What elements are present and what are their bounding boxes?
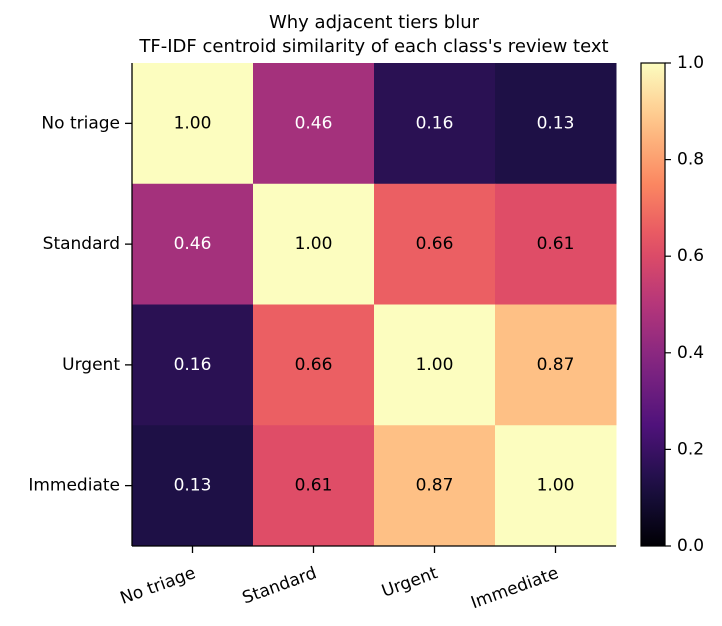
cell-value-label: 0.46 — [174, 234, 212, 254]
cell-value-label: 0.66 — [416, 234, 454, 254]
heatmap-cell — [132, 63, 254, 185]
colorbar: 0.0 0.2 0.4 0.6 0.8 1.0 — [640, 53, 704, 556]
heatmap-cell — [132, 304, 254, 426]
heatmap-cell — [374, 63, 496, 185]
cell-value-label: 0.61 — [537, 234, 575, 254]
x-tick-label: Urgent — [379, 563, 440, 602]
heatmap-cell — [253, 425, 375, 547]
colorbar-tick-label: 0.2 — [677, 439, 704, 459]
cell-value-label: 1.00 — [537, 476, 575, 496]
x-tick-label: Immediate — [468, 563, 561, 613]
y-tick-label: Standard — [43, 234, 120, 254]
cell-value-label: 0.13 — [537, 113, 575, 133]
chart-subtitle: TF-IDF centroid similarity of each class… — [138, 36, 608, 57]
heatmap-cell — [495, 304, 617, 426]
cell-value-label: 0.87 — [416, 476, 454, 496]
colorbar-tick-label: 1.0 — [677, 53, 704, 73]
y-tick-label: Immediate — [28, 476, 120, 496]
cell-value-label: 0.46 — [295, 113, 333, 133]
heatmap-cell — [132, 183, 254, 305]
y-tick-label: Urgent — [62, 355, 120, 375]
cell-value-label: 0.16 — [174, 355, 212, 375]
heatmap-cell — [495, 63, 617, 185]
cell-value-label: 0.87 — [537, 355, 575, 375]
heatmap-cell — [132, 425, 254, 547]
colorbar-gradient — [640, 62, 666, 547]
heatmap-cell — [374, 304, 496, 426]
heatmap-cell — [253, 183, 375, 305]
cell-value-label: 1.00 — [174, 113, 212, 133]
colorbar-tick-label: 0.4 — [677, 343, 704, 363]
colorbar-tick-label: 0.0 — [677, 536, 704, 556]
heatmap-cell — [374, 425, 496, 547]
x-tick-label: No triage — [118, 563, 199, 609]
cell-value-label: 0.16 — [416, 113, 454, 133]
cell-value-label: 0.13 — [174, 476, 212, 496]
heatmap-cell-labels: 1.00 0.46 0.16 0.13 0.46 1.00 0.66 0.61 0.16 0.66… — [174, 113, 575, 495]
colorbar-tick-label: 0.8 — [677, 150, 704, 170]
heatmap-cell — [374, 183, 496, 305]
cell-value-label: 0.61 — [295, 476, 333, 496]
chart-title: Why adjacent tiers blur — [269, 12, 480, 33]
cell-value-label: 0.66 — [295, 355, 333, 375]
cell-value-label: 1.00 — [416, 355, 454, 375]
heatmap-cells — [132, 63, 617, 547]
colorbar-tick-label: 0.6 — [677, 246, 704, 266]
cell-value-label: 1.00 — [295, 234, 333, 254]
heatmap-cell — [253, 304, 375, 426]
heatmap-cell — [495, 183, 617, 305]
y-tick-label: No triage — [41, 113, 120, 133]
heatmap-cell — [495, 425, 617, 547]
x-tick-label: Standard — [240, 563, 320, 608]
heatmap-cell — [253, 63, 375, 185]
